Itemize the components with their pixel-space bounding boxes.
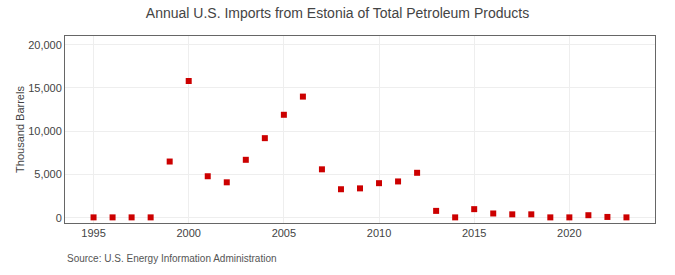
svg-text:2015: 2015 bbox=[462, 227, 486, 239]
svg-text:1995: 1995 bbox=[81, 227, 105, 239]
svg-text:15,000: 15,000 bbox=[28, 82, 62, 94]
svg-text:2020: 2020 bbox=[557, 227, 581, 239]
svg-text:0: 0 bbox=[56, 212, 62, 224]
svg-text:10,000: 10,000 bbox=[28, 125, 62, 137]
svg-text:Thousand Barrels: Thousand Barrels bbox=[14, 86, 26, 173]
svg-text:Source: U.S. Energy Informatio: Source: U.S. Energy Information Administ… bbox=[67, 253, 277, 264]
svg-text:5,000: 5,000 bbox=[34, 168, 62, 180]
svg-text:Annual U.S. Imports from Eston: Annual U.S. Imports from Estonia of Tota… bbox=[146, 5, 529, 21]
svg-text:2010: 2010 bbox=[367, 227, 391, 239]
svg-text:2000: 2000 bbox=[176, 227, 200, 239]
svg-text:20,000: 20,000 bbox=[28, 39, 62, 51]
svg-text:2005: 2005 bbox=[272, 227, 296, 239]
